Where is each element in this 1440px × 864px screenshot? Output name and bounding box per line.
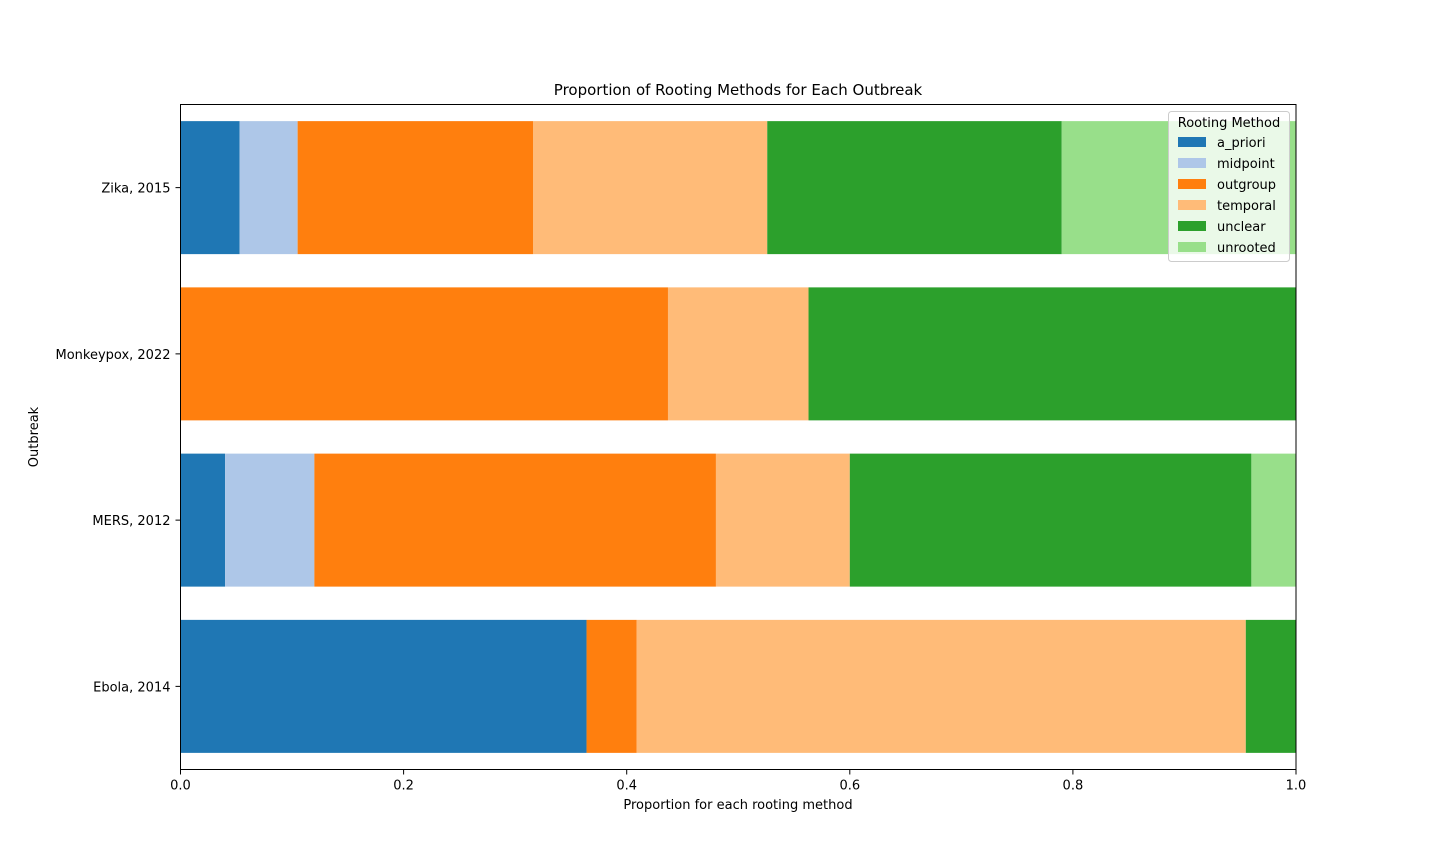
- bar-unclear-0: [1245, 619, 1296, 753]
- legend-label-unclear: unclear: [1217, 220, 1266, 235]
- bar-temporal-0: [636, 619, 1246, 753]
- legend-label-midpoint: midpoint: [1217, 157, 1275, 172]
- bar-unclear-3: [767, 121, 1062, 255]
- legend-swatch-unclear: [1178, 221, 1206, 231]
- y-tick-label: MERS, 2012: [92, 514, 170, 529]
- bar-outgroup-0: [586, 619, 637, 753]
- legend-label-unrooted: unrooted: [1217, 241, 1276, 256]
- y-tick-label: Ebola, 2014: [93, 680, 170, 695]
- bar-temporal-2: [667, 287, 809, 421]
- legend-swatch-midpoint: [1178, 158, 1206, 168]
- x-tick-label: 1.0: [1286, 779, 1307, 794]
- x-axis: 0.0 0.2 0.4 0.6 0.8 1.0: [170, 769, 1307, 794]
- x-tick-label: 0.8: [1063, 779, 1084, 794]
- bar-temporal-3: [532, 121, 768, 255]
- bar-unclear-2: [808, 287, 1296, 421]
- legend: Rooting Method a_priori midpoint outgroup t…: [1168, 111, 1290, 262]
- legend-title: Rooting Method: [1178, 116, 1280, 131]
- bars-layer: [180, 121, 1296, 753]
- bar-unclear-1: [849, 453, 1252, 587]
- legend-swatch-unrooted: [1178, 242, 1206, 252]
- y-tick-label: Zika, 2015: [101, 182, 170, 197]
- chart-title: Proportion of Rooting Methods for Each O…: [554, 81, 923, 99]
- x-tick-label: 0.6: [839, 779, 860, 794]
- bar-outgroup-1: [314, 453, 716, 587]
- plot-area-frame: [180, 104, 1297, 770]
- legend-swatch-temporal: [1178, 200, 1206, 210]
- y-axis-label: Outbreak: [27, 406, 42, 467]
- bar-a_priori-1: [180, 453, 226, 587]
- bar-temporal-1: [715, 453, 850, 587]
- bar-unrooted-1: [1251, 453, 1296, 587]
- bar-midpoint-3: [239, 121, 298, 255]
- legend-swatch-a_priori: [1178, 137, 1206, 147]
- legend-label-outgroup: outgroup: [1217, 178, 1276, 193]
- legend-label-temporal: temporal: [1217, 199, 1276, 214]
- bar-outgroup-3: [297, 121, 533, 255]
- bar-a_priori-0: [180, 619, 587, 753]
- legend-swatch-outgroup: [1178, 179, 1206, 189]
- y-tick-label: Monkeypox, 2022: [55, 348, 170, 363]
- x-tick-label: 0.2: [393, 779, 414, 794]
- bar-midpoint-1: [225, 453, 315, 587]
- legend-items: a_priori midpoint outgroup temporal unclear u…: [1178, 136, 1276, 256]
- y-axis: Ebola, 2014 MERS, 2012 Monkeypox, 2022 Zika…: [55, 182, 181, 695]
- x-axis-label: Proportion for each rooting method: [623, 798, 852, 813]
- x-tick-label: 0.4: [616, 779, 637, 794]
- legend-label-a_priori: a_priori: [1217, 136, 1266, 151]
- x-tick-label: 0.0: [170, 779, 191, 794]
- bar-a_priori-3: [180, 121, 240, 255]
- bar-outgroup-2: [180, 287, 668, 421]
